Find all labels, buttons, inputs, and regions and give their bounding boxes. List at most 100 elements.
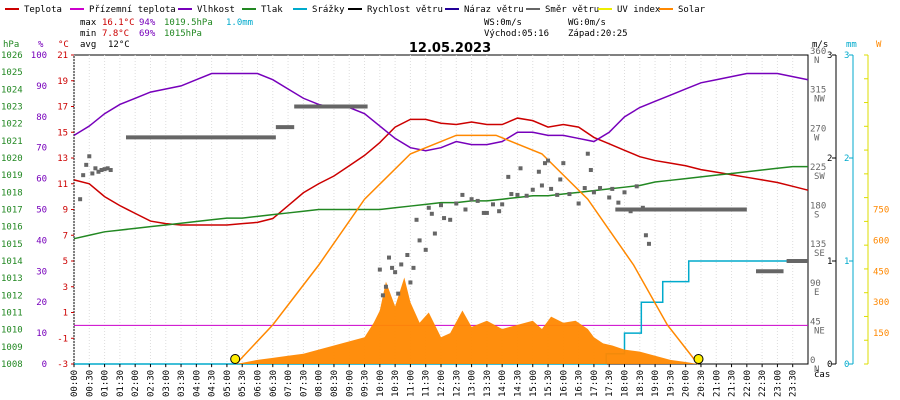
tick-label-time: 20:30 [697, 370, 707, 397]
tick-label-time: 04:30 [208, 370, 218, 397]
axis-unit-pct: % [38, 40, 44, 50]
tick-label-hpa: 1009 [1, 343, 23, 353]
stat-min-label: min [80, 29, 96, 39]
tick-label-time: 05:00 [223, 370, 233, 397]
tick-label-hpa: 1016 [1, 223, 23, 233]
wind-direction-point [506, 174, 511, 179]
sunset-marker [693, 354, 704, 364]
tick-label-hpa: 1011 [1, 309, 23, 319]
tick-label-time: 00:30 [85, 370, 95, 397]
tick-label-hpa: 1018 [1, 188, 23, 198]
stat-max-temp: 16.1°C [102, 18, 135, 28]
tick-label-pct: 50 [36, 206, 47, 216]
tick-label-hpa: 1024 [1, 85, 23, 95]
tick-label-direction-deg: 0 [810, 356, 815, 366]
wind-direction-point [539, 183, 544, 188]
legend-item: Tlak [242, 5, 283, 15]
wind-direction-point [108, 168, 113, 173]
stat-avg-temp: 12°C [108, 40, 130, 50]
wind-direction-point [411, 265, 416, 270]
tick-label-hpa: 1008 [1, 360, 23, 370]
wind-direction-point [524, 193, 529, 198]
wind-direction-point [93, 166, 98, 171]
tick-label-time: 08:00 [315, 370, 325, 397]
wind-direction-point [432, 231, 437, 236]
tick-label-hpa: 1023 [1, 103, 23, 113]
legend-label: Náraz větru [464, 5, 524, 15]
tick-label-degc: 3 [63, 283, 68, 293]
stat-min-temp: 7.8°C [102, 29, 129, 39]
tick-label-time: 14:00 [498, 370, 508, 397]
axis-unit-degc: °C [58, 40, 69, 50]
tick-label-time: 08:30 [330, 370, 340, 397]
stat-sunrise: Východ:05:16 [484, 29, 549, 39]
tick-label-pct: 30 [36, 267, 47, 277]
tick-label-hpa: 1010 [1, 326, 23, 336]
wind-direction-point [622, 190, 627, 195]
tick-label-time: 18:00 [621, 370, 631, 397]
wind-direction-point [414, 217, 419, 222]
tick-label-time: 05:30 [238, 370, 248, 397]
stat-max-hum: 94% [139, 18, 156, 28]
series-line [235, 134, 699, 365]
tick-label-time: 16:30 [575, 370, 585, 397]
wind-direction-point [616, 200, 621, 205]
tick-label-w: 600 [873, 236, 889, 246]
wind-direction-point [634, 184, 639, 189]
tick-label-time: 13:30 [483, 370, 493, 397]
tick-label-time: 15:00 [529, 370, 539, 397]
stat-max-rain: 1.0mm [226, 18, 253, 28]
tick-label-pct: 70 [36, 144, 47, 154]
tick-label-time: 21:00 [712, 370, 722, 397]
tick-label-hpa: 1014 [1, 257, 23, 267]
legend-item: Teplota [5, 5, 62, 15]
tick-label-hpa: 1015 [1, 240, 23, 250]
wind-direction-point [643, 233, 648, 238]
tick-label-time: 07:00 [284, 370, 294, 397]
solar-area [236, 277, 698, 364]
tick-label-pct: 90 [36, 82, 47, 92]
tick-label-time: 01:00 [101, 370, 111, 397]
tick-label-degc: 15 [57, 128, 68, 138]
tick-label-direction-deg: 360 [810, 47, 826, 57]
wind-direction-point [408, 280, 413, 285]
tick-label-time: 18:30 [636, 370, 646, 397]
tick-label-time: 09:30 [361, 370, 371, 397]
series-sm-r-v-tru [78, 151, 651, 298]
tick-label-w: 750 [873, 206, 889, 216]
wind-direction-point [439, 203, 443, 208]
wind-direction-point [387, 255, 392, 260]
tick-label-w: 300 [873, 298, 889, 308]
tick-label-time: 19:00 [651, 370, 661, 397]
tick-label-direction-deg: 45 [810, 317, 821, 327]
axes-layer: 1008100910101011101210131014101510161017… [1, 40, 889, 397]
legend-label: Tlak [261, 5, 283, 15]
wind-direction-point [582, 186, 587, 191]
tick-label-degc: 7 [63, 231, 68, 241]
tick-label-degc: 5 [63, 257, 68, 267]
tick-label-degc: 9 [63, 206, 68, 216]
tick-label-hpa: 1017 [1, 206, 23, 216]
wind-direction-point [555, 192, 560, 197]
tick-label-time: 11:00 [406, 370, 416, 397]
chart-date: 12.05.2023 [409, 41, 491, 56]
tick-label-time: 02:00 [131, 370, 141, 397]
tick-label-hpa: 1026 [1, 51, 23, 61]
tick-label-degc: 13 [57, 154, 68, 164]
tick-label-time: 02:30 [146, 370, 156, 397]
tick-label-time: 22:30 [758, 370, 768, 397]
wind-direction-point [393, 270, 398, 275]
tick-label-hpa: 1019 [1, 171, 23, 181]
wind-direction-point [646, 241, 651, 246]
legend-label: Solar [678, 5, 706, 15]
tick-label-mm: 2 [844, 154, 849, 164]
legend-item: Náraz větru [445, 5, 524, 15]
tick-label-time: 22:00 [743, 370, 753, 397]
axis-unit-ms: m/s [812, 40, 828, 50]
tick-label-hpa: 1012 [1, 291, 23, 301]
tick-label-mm: 3 [844, 51, 849, 61]
wind-direction-point [399, 262, 404, 267]
series-vlhkost [73, 72, 809, 152]
tick-label-time: 12:00 [437, 370, 447, 397]
wind-direction-point [558, 177, 563, 182]
